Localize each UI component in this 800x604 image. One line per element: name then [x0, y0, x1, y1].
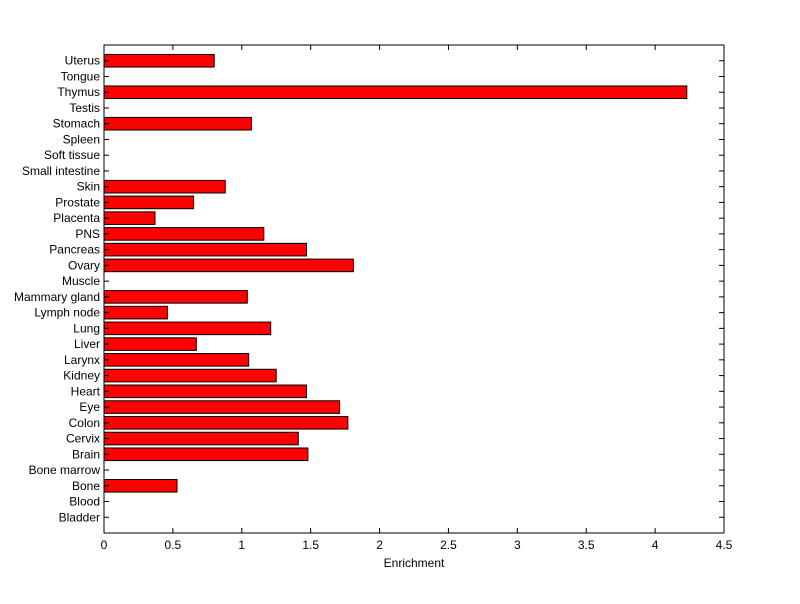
y-tick-label-liver: Liver — [74, 337, 100, 351]
y-tick-label-muscle: Muscle — [62, 274, 100, 288]
x-tick-label-1: 0.5 — [165, 538, 182, 552]
y-tick-label-colon: Colon — [69, 416, 100, 430]
y-tick-label-soft-tissue: Soft tissue — [44, 148, 100, 162]
bar-eye — [103, 400, 341, 414]
y-tick-label-spleen: Spleen — [63, 132, 100, 146]
y-tick-label-prostate: Prostate — [55, 195, 100, 209]
y-tick-label-stomach: Stomach — [53, 117, 100, 131]
y-tick-label-thymus: Thymus — [57, 85, 100, 99]
bar-mammary-gland — [103, 290, 248, 304]
x-tick-label-5: 2.5 — [440, 538, 457, 552]
x-tick-label-6: 3 — [514, 538, 521, 552]
y-tick-label-mammary-gland: Mammary gland — [14, 290, 100, 304]
bar-brain — [103, 447, 309, 462]
bar-pns — [103, 227, 265, 241]
bar-liver — [103, 337, 197, 351]
y-tick-label-placenta: Placenta — [53, 211, 100, 225]
y-tick-label-heart: Heart — [71, 384, 101, 398]
y-tick-label-larynx: Larynx — [64, 353, 100, 367]
y-tick-label-bone: Bone — [72, 479, 100, 493]
y-tick-label-tongue: Tongue — [61, 69, 101, 83]
y-tick-label-eye: Eye — [79, 400, 100, 414]
bar-skin — [103, 179, 226, 194]
y-tick-label-bone-marrow: Bone marrow — [29, 463, 101, 477]
x-tick-label-8: 4 — [652, 538, 659, 552]
ticks-layer — [103, 45, 725, 533]
y-tick-label-ovary: Ovary — [68, 258, 100, 272]
y-tick-label-pancreas: Pancreas — [49, 243, 100, 257]
bar-colon — [103, 416, 349, 430]
bar-prostate — [103, 195, 195, 210]
x-tick-label-0: 0 — [101, 538, 108, 552]
bar-kidney — [103, 368, 277, 383]
x-axis-label: Enrichment — [384, 556, 445, 570]
bar-uterus — [103, 53, 215, 68]
x-tick-label-9: 4.5 — [716, 538, 733, 552]
x-tick-label-7: 3.5 — [578, 538, 595, 552]
y-tick-label-lymph-node: Lymph node — [34, 306, 100, 320]
bar-cervix — [103, 431, 299, 446]
bar-bone — [103, 478, 178, 493]
y-tick-label-pns: PNS — [75, 227, 100, 241]
axes-box — [103, 44, 725, 534]
y-tick-label-testis: Testis — [69, 101, 100, 115]
bar-pancreas — [103, 242, 308, 257]
y-tick-label-skin: Skin — [77, 180, 100, 194]
bar-stomach — [103, 116, 252, 131]
y-tick-label-uterus: Uterus — [65, 54, 100, 68]
x-tick-label-2: 1 — [238, 538, 245, 552]
y-tick-label-blood: Blood — [69, 495, 100, 509]
bar-placenta — [103, 211, 156, 225]
y-tick-label-kidney: Kidney — [63, 369, 100, 383]
x-tick-label-3: 1.5 — [302, 538, 319, 552]
y-tick-label-bladder: Bladder — [59, 510, 100, 524]
bar-ovary — [103, 258, 354, 273]
bar-heart — [103, 384, 308, 399]
bar-larynx — [103, 353, 250, 367]
bar-thymus — [103, 85, 688, 100]
y-tick-label-lung: Lung — [73, 321, 100, 335]
bar-lymph-node — [103, 305, 168, 320]
y-tick-label-cervix: Cervix — [66, 432, 100, 446]
bar-lung — [103, 321, 272, 336]
y-tick-label-brain: Brain — [72, 447, 100, 461]
y-tick-label-small-intestine: Small intestine — [22, 164, 100, 178]
x-tick-label-4: 2 — [376, 538, 383, 552]
